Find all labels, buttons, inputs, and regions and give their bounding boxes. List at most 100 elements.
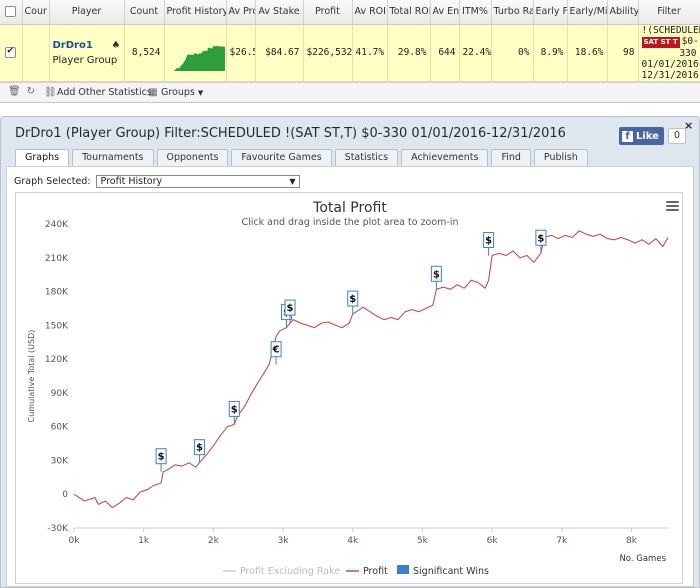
y-axis-label: Cumulative Total (USD) <box>27 330 36 423</box>
filter-cell: !(SCHEDULED SAT ST T $0- 330 01/01/2016- … <box>638 24 700 82</box>
column-header[interactable]: Total ROI <box>387 0 431 25</box>
x-tick-label: 1k <box>138 536 150 546</box>
sat-st-t-badge: SAT ST T <box>641 36 680 48</box>
turbo-rat-cell: 0% <box>491 24 534 82</box>
significant-win-label: $ <box>287 303 294 314</box>
early-f-cell: 8.9% <box>533 24 568 82</box>
filter-line: 01/01/2016- <box>641 58 700 70</box>
x-tick-label: 0k <box>69 536 81 546</box>
close-icon[interactable]: × <box>684 119 694 132</box>
row-checkbox[interactable] <box>5 45 17 58</box>
graph-select-dropdown[interactable]: Profit History ▼ <box>95 175 300 188</box>
graph-selected-label: Graph Selected: <box>14 176 91 187</box>
chart-title: Total Profit <box>312 200 387 216</box>
tab-favourite-games[interactable]: Favourite Games <box>231 149 332 166</box>
graph-select-row: Graph Selected: Profit History ▼ <box>14 175 300 188</box>
stats-table: Cour Player Count Profit History Av Prc … <box>0 0 700 82</box>
column-header[interactable]: Turbo Rat <box>491 0 534 25</box>
column-header[interactable]: Count <box>124 0 165 25</box>
dropdown-arrow-icon: ▼ <box>289 177 296 186</box>
column-header[interactable]: ITM% <box>459 0 492 25</box>
significant-win-flag <box>193 439 205 456</box>
significant-win-label: $ <box>537 233 544 244</box>
y-tick-label: 60K <box>51 423 69 433</box>
significant-win-flag <box>270 341 282 358</box>
stats-toolbar: 🗑 ↻ ⛓ Add Other Statistics ▦ Groups ▼ <box>0 82 700 102</box>
country-cell <box>22 24 50 82</box>
column-header[interactable]: Cour <box>22 0 50 25</box>
column-header[interactable]: Av En <box>430 0 460 25</box>
significant-win-label: $ <box>196 443 203 454</box>
tab-opponents[interactable]: Opponents <box>156 149 229 166</box>
column-header[interactable]: Early/Mi <box>567 0 608 25</box>
select-all-checkbox[interactable] <box>5 6 17 18</box>
groups-button[interactable]: ▦ Groups ▼ <box>148 86 204 98</box>
column-header[interactable]: Av Stake <box>255 0 304 25</box>
legend-profit: Profit <box>363 566 388 577</box>
significant-win-label: $ <box>485 236 492 247</box>
column-header[interactable]: Early F <box>533 0 568 25</box>
chart-subtitle: Click and drag inside the plot area to z… <box>241 217 458 228</box>
refresh-icon[interactable]: ↻ <box>26 86 36 97</box>
total-roi-cell: 29.8% <box>387 24 431 82</box>
x-tick-label: 2k <box>208 536 220 546</box>
total-profit-chart[interactable]: Total Profit Click and drag inside the pl… <box>15 192 683 584</box>
tab-statistics[interactable]: Statistics <box>334 149 399 166</box>
column-header[interactable]: Profit <box>303 0 353 25</box>
stats-header-row: Cour Player Count Profit History Av Prc … <box>0 0 700 25</box>
column-header[interactable]: Ability <box>607 0 639 25</box>
significant-win-label: $ <box>349 294 356 305</box>
y-tick-label: 210K <box>45 254 69 264</box>
significant-win-flag <box>535 229 547 246</box>
significant-win-label: $ <box>158 452 165 463</box>
window-title: DrDro1 (Player Group) Filter:SCHEDULED !… <box>15 126 566 141</box>
significant-win-label: $ <box>433 269 440 280</box>
add-other-statistics-button[interactable]: ⛓ Add Other Statistics <box>44 86 152 98</box>
y-tick-label: -30K <box>47 524 69 534</box>
y-tick-label: 120K <box>45 355 69 365</box>
column-header[interactable]: Player <box>49 0 125 25</box>
x-axis-label: No. Games <box>619 554 666 564</box>
tab-tournaments[interactable]: Tournaments <box>72 149 154 166</box>
tab-find[interactable]: Find <box>491 149 531 166</box>
av-prc-cell: $26.5 <box>226 24 256 82</box>
column-header[interactable]: Profit History <box>164 0 227 25</box>
y-tick-label: 0 <box>62 490 68 500</box>
column-header[interactable]: Av ROI <box>352 0 388 25</box>
column-header[interactable]: Filter <box>638 0 700 25</box>
x-tick-label: 5k <box>417 536 429 546</box>
significant-win-flag <box>284 299 296 316</box>
y-tick-label: 150K <box>45 321 69 331</box>
significant-win-flag <box>228 400 240 417</box>
profit-history-cell <box>164 24 227 82</box>
stats-panel: Cour Player Count Profit History Av Prc … <box>0 0 700 103</box>
row-select-cell[interactable] <box>0 24 23 82</box>
y-tick-label: 90K <box>51 389 69 399</box>
trash-icon[interactable]: 🗑 <box>8 86 21 97</box>
profit-series-line <box>73 230 669 509</box>
table-row[interactable]: DrDro1 ♠ Player Group 8,524 $26.5 $84.67… <box>0 24 700 82</box>
tab-graphs[interactable]: Graphs <box>15 149 70 166</box>
count-cell: 8,524 <box>124 24 165 82</box>
player-graph-window: DrDro1 (Player Group) Filter:SCHEDULED !… <box>0 116 700 588</box>
select-all-header[interactable] <box>0 0 23 25</box>
legend-excluding-rake: Profit Excluding Rake <box>240 566 340 577</box>
x-tick-label: 7k <box>556 536 568 546</box>
filter-line-2: SAT ST T $0- <box>641 35 699 48</box>
chart-menu-icon[interactable] <box>666 201 679 212</box>
significant-win-label: € <box>272 345 280 356</box>
column-header[interactable]: Av Prc <box>226 0 256 25</box>
legend-significant-wins-swatch <box>397 565 409 574</box>
av-stake-cell: $84.67 <box>255 24 304 82</box>
y-tick-label: 30K <box>51 456 69 466</box>
tab-achievements[interactable]: Achievements <box>401 149 489 166</box>
y-tick-label: 240K <box>45 220 69 230</box>
y-tick-label: 180K <box>45 288 69 298</box>
player-name-link[interactable]: DrDro1 <box>52 39 93 51</box>
chevron-down-icon: ▼ <box>197 88 204 97</box>
player-group-label: Player Group <box>52 54 118 66</box>
early-mi-cell: 18.6% <box>567 24 608 82</box>
facebook-like-button[interactable]: f Like <box>619 127 664 145</box>
tab-publish[interactable]: Publish <box>533 149 588 166</box>
